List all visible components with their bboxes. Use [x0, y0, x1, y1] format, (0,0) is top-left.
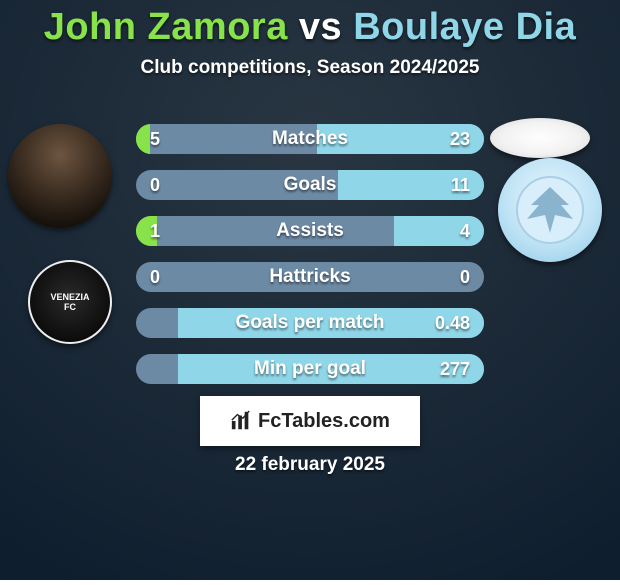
- stat-row: 0Hattricks0: [136, 262, 484, 292]
- player2-avatar: [490, 118, 590, 158]
- stat-value-right: 11: [451, 170, 470, 200]
- stat-value-right: 23: [450, 124, 470, 154]
- attribution-box: FcTables.com: [200, 396, 420, 446]
- player1-avatar: [8, 124, 112, 228]
- player1-club-crest: VENEZIA FC: [28, 260, 112, 344]
- stat-label: Goals: [136, 170, 484, 200]
- player1-club-label: VENEZIA FC: [50, 292, 89, 312]
- stat-label: Min per goal: [136, 354, 484, 384]
- attribution-text: FcTables.com: [258, 410, 390, 433]
- stat-label: Assists: [136, 216, 484, 246]
- player2-club-crest: [498, 158, 602, 262]
- stat-label: Hattricks: [136, 262, 484, 292]
- stat-value-right: 4: [460, 216, 470, 246]
- stat-row: Min per goal277: [136, 354, 484, 384]
- stat-value-right: 0: [460, 262, 470, 292]
- stat-label: Matches: [136, 124, 484, 154]
- date-stamp: 22 february 2025: [0, 454, 620, 476]
- stat-row: Goals per match0.48: [136, 308, 484, 338]
- player1-name: John Zamora: [44, 6, 288, 48]
- player2-name: Boulaye Dia: [353, 6, 576, 48]
- bar-chart-icon: [230, 410, 252, 432]
- stat-bars: 5Matches230Goals111Assists40Hattricks0Go…: [136, 124, 484, 400]
- stat-value-right: 0.48: [435, 308, 470, 338]
- subtitle: Club competitions, Season 2024/2025: [0, 57, 620, 79]
- headline: John Zamora vs Boulaye Dia: [0, 0, 620, 49]
- eagle-icon: [515, 175, 585, 245]
- infographic-root: John Zamora vs Boulaye Dia Club competit…: [0, 0, 620, 580]
- stat-value-right: 277: [440, 354, 470, 384]
- vs-separator: vs: [288, 6, 353, 48]
- stat-row: 0Goals11: [136, 170, 484, 200]
- stat-label: Goals per match: [136, 308, 484, 338]
- stat-row: 1Assists4: [136, 216, 484, 246]
- stat-row: 5Matches23: [136, 124, 484, 154]
